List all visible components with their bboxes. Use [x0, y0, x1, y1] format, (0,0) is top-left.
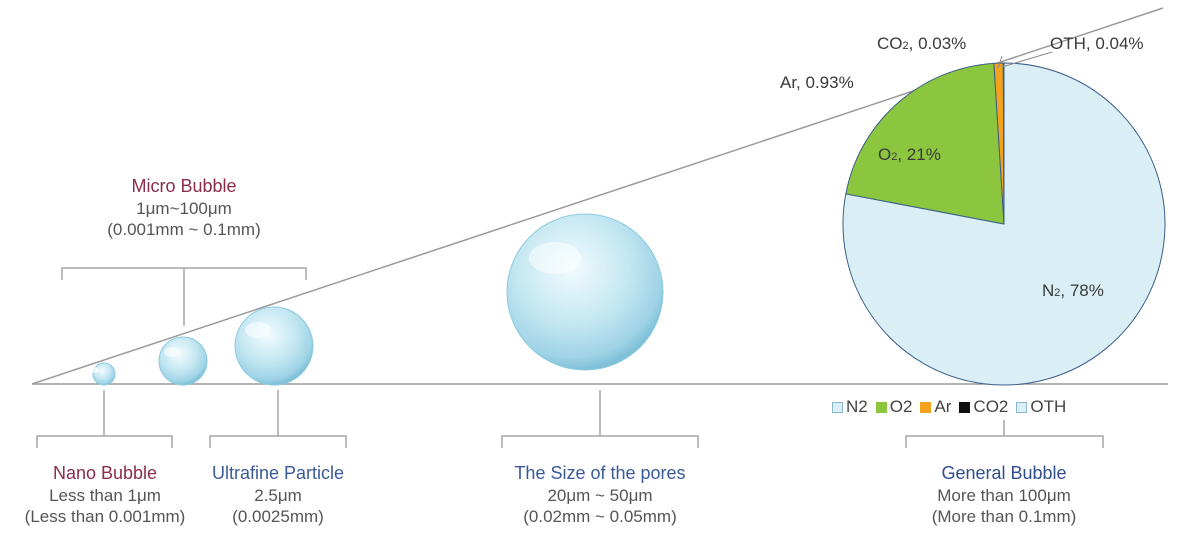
bubble-ticks [103, 390, 1005, 436]
legend-swatch-co2 [959, 401, 971, 413]
pores-size-range-mm: (0.02mm ~ 0.05mm) [523, 506, 677, 526]
nano-bubble-bracket [36, 435, 173, 448]
legend-label-ar: Ar [934, 397, 952, 416]
legend-swatch-n2 [832, 401, 843, 413]
legend-label-n2: N2 [846, 397, 868, 416]
nano-bubble-label: Nano Bubble Less than 1μm (Less than 0.0… [0, 462, 210, 527]
micro-bubble-label: Micro Bubble 1μm~100μm (0.001mm ~ 0.1mm) [64, 175, 304, 240]
legend-label-oth: OTH [1030, 397, 1067, 416]
pie-label-oth: OTH, 0.04% [1050, 34, 1144, 53]
micro-bubble-range-mm: (0.001mm ~ 0.1mm) [107, 219, 261, 239]
legend-swatch-o2 [875, 401, 887, 413]
legend-item-n2: N2 [832, 397, 868, 417]
ultrafine-particle-bubble [234, 306, 314, 386]
lower-brackets [36, 435, 1104, 448]
pie-leader-lines [997, 51, 1053, 69]
legend-swatch-oth [1016, 401, 1028, 413]
pores-size-title: The Size of the pores [514, 463, 686, 483]
ultrafine-particle-size-mm: (0.0025mm) [232, 506, 324, 526]
ultrafine-particle-size: 2.5μm [254, 485, 302, 505]
pie-label-n2: N2, 78% [1042, 281, 1104, 300]
legend-item-oth: OTH [1016, 397, 1066, 417]
general-bubble-label: General Bubble More than 100μm (More tha… [884, 462, 1124, 527]
pie-slice-o2 [845, 62, 1005, 225]
ultrafine-particle-bracket [209, 435, 347, 448]
pie-label-ar: Ar, 0.93% [780, 73, 854, 92]
pie-label-co2: CO2, 0.03% [877, 34, 967, 53]
nano-bubble-title: Nano Bubble [52, 463, 158, 483]
micro-bubble-range: 1μm~100μm [136, 198, 232, 218]
nano-bubble-size-mm: (Less than 0.001mm) [24, 506, 186, 526]
ultrafine-particle-title: Ultrafine Particle [211, 463, 345, 483]
micro-bubble-title: Micro Bubble [131, 176, 237, 196]
bubbles [91, 213, 664, 386]
legend-item-o2: O2 [875, 397, 913, 417]
air-composition-pie [842, 62, 1166, 386]
general-bubble-size: More than 100μm [937, 485, 1071, 505]
micro-bubble-bracket [61, 267, 307, 326]
pie-legend: N2 O2 Ar CO2 OTH [832, 397, 1074, 417]
pores-size-label: The Size of the pores 20μm ~ 50μm (0.02m… [480, 462, 720, 527]
general-bubble-bracket [905, 435, 1104, 448]
ultrafine-particle-label: Ultrafine Particle 2.5μm (0.0025mm) [186, 462, 370, 527]
legend-label-co2: CO2 [973, 397, 1009, 416]
pores-size-bubble [506, 213, 664, 371]
micro-bubble [158, 336, 208, 386]
nano-bubble [92, 362, 116, 386]
general-bubble-title: General Bubble [941, 463, 1067, 483]
legend-item-co2: CO2 [959, 397, 1008, 417]
legend-item-ar: Ar [920, 397, 951, 417]
legend-label-o2: O2 [889, 397, 913, 416]
pie-label-o2: O2, 21% [878, 145, 941, 164]
pores-size-range: 20μm ~ 50μm [547, 485, 653, 505]
pores-bracket [501, 435, 699, 448]
general-bubble-size-mm: (More than 0.1mm) [931, 506, 1077, 526]
nano-bubble-size: Less than 1μm [49, 485, 161, 505]
legend-swatch-ar [920, 401, 932, 413]
